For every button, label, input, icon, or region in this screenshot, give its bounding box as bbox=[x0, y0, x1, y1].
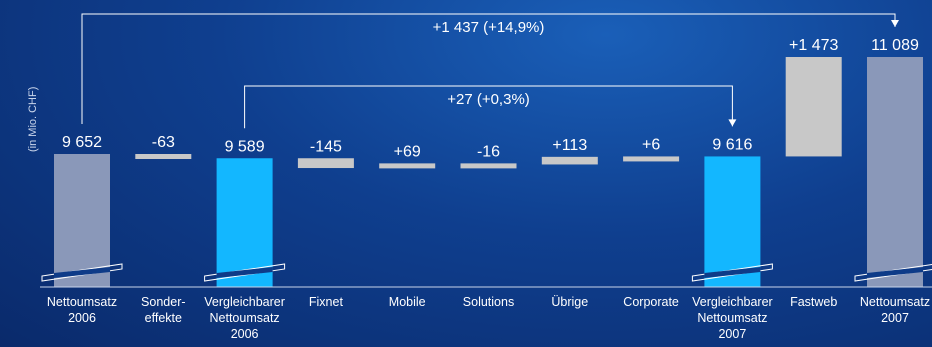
value-label-10: 11 089 bbox=[871, 37, 919, 54]
bar-1 bbox=[135, 154, 192, 159]
bracket-line-1 bbox=[244, 85, 733, 129]
bar-layer bbox=[54, 57, 923, 287]
y-axis-label: (in Mio. CHF) bbox=[27, 87, 39, 152]
category-label-10: Nettoumsatz 2007 bbox=[860, 295, 930, 325]
bracket-arrow-0 bbox=[891, 20, 899, 28]
category-label-7: Corporate bbox=[623, 295, 679, 309]
axis-break-2 bbox=[204, 263, 286, 282]
value-label-3: -145 bbox=[310, 138, 342, 155]
axis-break-gap-8 bbox=[704, 267, 761, 278]
bar-0 bbox=[54, 154, 110, 287]
bar-6 bbox=[541, 156, 598, 165]
bar-3 bbox=[297, 158, 354, 169]
category-label-2: Vergleichbarer Nettoumsatz 2006 bbox=[204, 295, 285, 341]
axis-break-gap-10 bbox=[867, 267, 923, 278]
category-label-0: Nettoumsatz 2006 bbox=[47, 295, 117, 325]
value-label-9: +1 473 bbox=[789, 37, 838, 54]
value-label-1: -63 bbox=[152, 134, 175, 151]
value-label-6: +113 bbox=[552, 137, 587, 154]
axis-break-layer bbox=[41, 263, 932, 282]
bar-7 bbox=[623, 156, 680, 162]
value-label-0: 9 652 bbox=[62, 134, 102, 151]
axis-break-gap-0 bbox=[54, 267, 110, 278]
category-label-layer: Nettoumsatz 2006 Sonder-effekte Vergleichba… bbox=[47, 295, 930, 341]
bracket-label-0: +1 437 (+14,9%) bbox=[433, 19, 545, 36]
value-label-7: +6 bbox=[642, 136, 660, 153]
bar-9 bbox=[785, 57, 842, 157]
category-label-9: Fastweb bbox=[790, 295, 837, 309]
axis-break-10 bbox=[854, 263, 932, 282]
bar-10 bbox=[867, 57, 923, 287]
bracket-label-1: +27 (+0,3%) bbox=[447, 91, 530, 108]
bracket-arrow-1 bbox=[728, 119, 737, 127]
axis-break-gap-2 bbox=[216, 267, 273, 278]
value-label-2: 9 589 bbox=[225, 138, 265, 155]
category-label-5: Solutions bbox=[463, 295, 514, 309]
bar-5 bbox=[460, 163, 517, 169]
axis-break-8 bbox=[691, 263, 773, 282]
bracket-layer: +1 437 (+14,9%) +27 (+0,3%) bbox=[81, 13, 899, 129]
category-label-8: Vergleichbarer Nettoumsatz 2007 bbox=[692, 295, 773, 341]
axis-break-0 bbox=[41, 263, 123, 282]
value-label-layer: 9 652 -63 9 589 -145 +69 -16 +113 +6 9 616 +1 473… bbox=[62, 37, 919, 160]
category-label-3: Fixnet bbox=[309, 295, 344, 309]
value-label-8: 9 616 bbox=[712, 136, 752, 153]
bar-8 bbox=[704, 156, 761, 287]
category-label-6: Übrige bbox=[551, 295, 588, 309]
value-label-4: +69 bbox=[394, 143, 421, 160]
category-label-4: Mobile bbox=[389, 295, 426, 309]
bar-2 bbox=[216, 158, 273, 287]
value-label-5: -16 bbox=[477, 143, 500, 160]
bar-4 bbox=[379, 163, 436, 169]
category-label-1: Sonder-effekte bbox=[141, 295, 185, 325]
